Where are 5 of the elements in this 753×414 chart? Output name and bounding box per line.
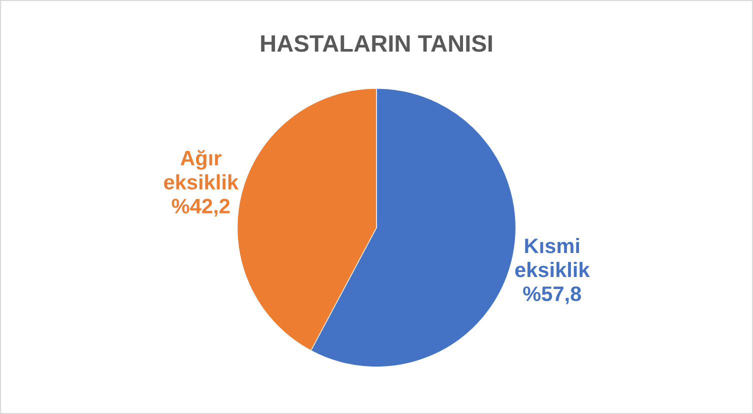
data-label: %57,8 [523, 286, 582, 304]
chart-title: HASTALARIN TANISI [261, 35, 492, 52]
slice-label: Kısmi eksiklik [515, 238, 590, 278]
slice-label: Ağır eksiklik [164, 150, 239, 190]
data-label: %42,2 [172, 198, 230, 216]
